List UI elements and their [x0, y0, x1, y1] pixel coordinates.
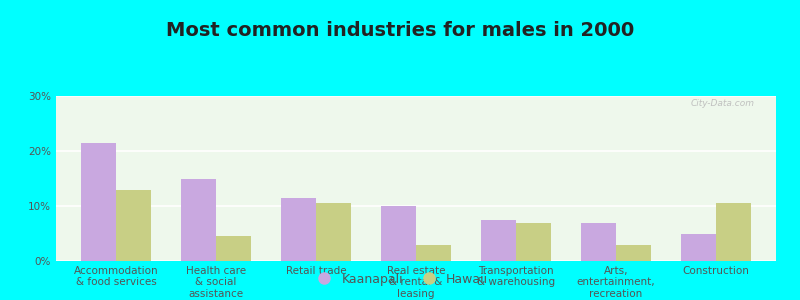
Bar [481, 220, 516, 261]
Bar [516, 223, 551, 261]
Bar [216, 236, 251, 261]
Bar [616, 244, 651, 261]
Text: City-Data.com: City-Data.com [690, 99, 754, 108]
Bar [181, 178, 216, 261]
Text: Most common industries for males in 2000: Most common industries for males in 2000 [166, 21, 634, 40]
Bar [581, 223, 616, 261]
Bar [116, 190, 151, 261]
Bar [681, 233, 716, 261]
Bar [716, 203, 751, 261]
Bar [316, 203, 351, 261]
Bar [381, 206, 416, 261]
Bar [281, 198, 316, 261]
Bar [416, 244, 451, 261]
Bar [81, 143, 116, 261]
Legend: Kaanapali, Hawaii: Kaanapali, Hawaii [307, 268, 493, 291]
